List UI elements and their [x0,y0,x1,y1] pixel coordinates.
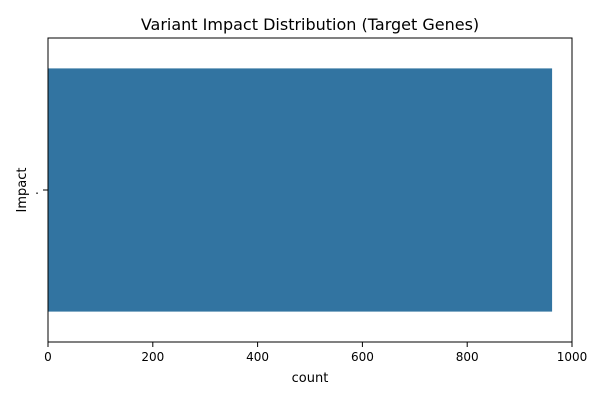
x-tick-label: 400 [246,350,269,364]
bar [48,68,553,312]
x-tick-label: 200 [141,350,164,364]
y-axis-label: Impact [15,168,30,213]
plot-frame [47,37,573,343]
y-tick-label: . [35,183,39,197]
x-axis-label: count [292,371,329,386]
x-tick-label: 800 [456,350,479,364]
chart-title: Variant Impact Distribution (Target Gene… [141,15,479,34]
x-tick-label: 600 [351,350,374,364]
x-tick-label: 1000 [557,350,588,364]
y-axis-ticks: . [35,183,48,197]
x-tick-label: 0 [44,350,52,364]
bar-layer [48,68,553,312]
x-axis-ticks: 0 200 400 600 800 1000 [44,342,587,364]
